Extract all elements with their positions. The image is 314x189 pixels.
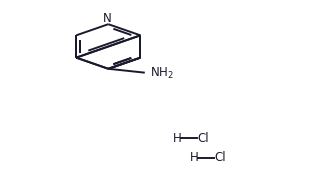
Text: Cl: Cl bbox=[198, 132, 209, 145]
Text: NH$_2$: NH$_2$ bbox=[150, 66, 174, 81]
Text: Cl: Cl bbox=[214, 151, 226, 164]
Text: H: H bbox=[190, 151, 198, 164]
Text: H: H bbox=[173, 132, 182, 145]
Text: N: N bbox=[102, 12, 111, 25]
